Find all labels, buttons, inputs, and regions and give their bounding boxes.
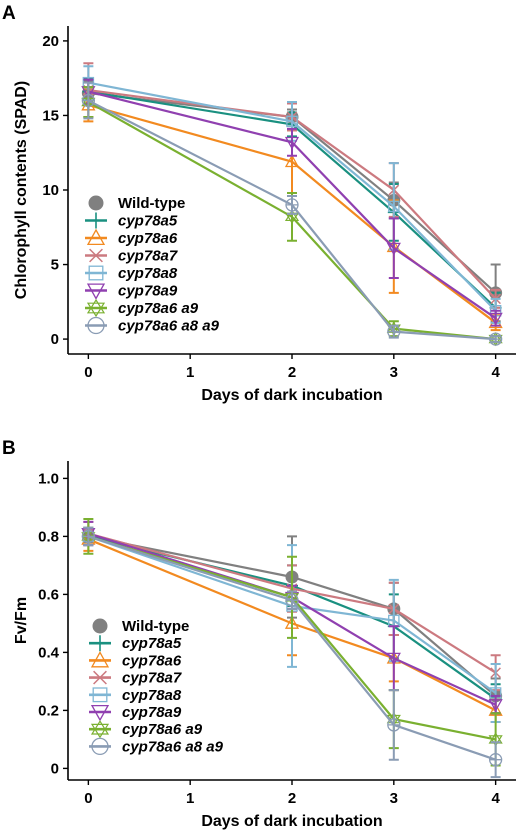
x-tick-label: 2 — [288, 364, 296, 381]
legend-swatch-marker — [88, 212, 104, 229]
legend-entry-label: cyp78a5 — [118, 213, 178, 230]
x-axis-label: Days of dark incubation — [201, 813, 382, 830]
legend-entry-label: cyp78a9 — [118, 283, 178, 300]
y-tick-label: 0 — [51, 760, 59, 777]
y-tick-label: 0.2 — [38, 702, 59, 719]
data-point — [387, 324, 401, 339]
series-line — [88, 535, 496, 741]
series-7 — [81, 526, 503, 779]
legend-entry-label: cyp78a6 — [118, 230, 178, 247]
data-point — [387, 718, 401, 732]
legend-entry-label: cyp78a7 — [122, 670, 182, 687]
data-point — [286, 115, 298, 128]
series-line — [88, 532, 497, 706]
series-line — [88, 81, 497, 312]
legend-swatch-marker — [90, 651, 110, 668]
legend-swatch-marker — [87, 316, 105, 335]
series-7 — [81, 81, 503, 346]
series-line — [88, 90, 497, 320]
legend-entry-label: cyp78a5 — [122, 635, 182, 652]
panel-letter-a: A — [2, 3, 16, 24]
chart-b: 0 0.2 0.4 0.6 0.8 1.0 0 1 2 3 4 Days of dark incuba… — [13, 461, 516, 830]
y-tick-label: 10 — [42, 182, 59, 199]
y-tick-label: 5 — [51, 257, 59, 274]
y-axis-label: Fv/Fm — [13, 597, 30, 644]
legend: Wild-typecyp78a5cyp78a6cyp78a7cyp78a8cyp… — [89, 618, 224, 755]
legend-swatch-marker — [92, 618, 108, 634]
legend-swatch-marker — [89, 248, 103, 263]
data-point — [386, 652, 401, 666]
legend-entry-label: cyp78a6 — [122, 652, 182, 669]
y-tick-label: 1.0 — [38, 470, 59, 487]
error-bar — [388, 217, 399, 279]
y-tick-label: 0 — [51, 331, 59, 348]
legend-entry-label: Wild-type — [122, 618, 189, 635]
data-point — [284, 136, 300, 150]
legend-entry-label: cyp78a6 a8 a9 — [118, 318, 220, 335]
y-tick-label: 0.4 — [38, 644, 60, 661]
legend-swatch-marker — [86, 283, 106, 300]
chart-a: 0 5 10 15 20 0 1 2 3 4 Days of dark incubation Chlo… — [13, 26, 516, 404]
legend-swatch-marker — [90, 704, 110, 722]
data-point — [285, 593, 299, 607]
legend-entry-label: cyp78a8 — [122, 687, 182, 704]
data-point — [81, 529, 96, 544]
legend-swatch-marker — [92, 687, 108, 703]
x-tick-label: 2 — [288, 790, 296, 807]
y-tick-label: 20 — [42, 33, 59, 50]
series-line — [88, 103, 497, 324]
legend-entry-label: cyp78a6 a9 — [118, 300, 199, 317]
y-tick-label: 0.6 — [38, 586, 59, 603]
series-line — [88, 532, 497, 674]
y-tick-label: 0.8 — [38, 528, 59, 545]
series-line — [88, 535, 497, 697]
legend-entry-label: cyp78a7 — [118, 248, 178, 265]
series-line — [88, 91, 497, 294]
series-5 — [81, 78, 503, 327]
legend-entry-label: Wild-type — [118, 195, 185, 212]
x-tick-label: 0 — [84, 364, 92, 381]
data-point — [386, 242, 401, 256]
legend-swatch-marker — [88, 265, 104, 281]
legend-swatch-marker — [86, 298, 106, 318]
legend-entry-label: cyp78a8 — [118, 265, 178, 282]
y-axis-label: Chlorophyll contents (SPAD) — [13, 81, 30, 299]
error-bar — [287, 127, 297, 157]
legend-swatch-marker — [93, 670, 107, 685]
x-tick-label: 3 — [390, 364, 398, 381]
legend-entry-label: cyp78a9 — [122, 704, 182, 721]
series-line — [88, 535, 496, 761]
data-point — [388, 200, 400, 213]
x-tick-label: 1 — [186, 790, 194, 807]
legend-swatch-marker — [88, 195, 104, 211]
data-point — [284, 154, 300, 168]
legend-swatch-marker — [90, 720, 110, 739]
x-tick-label: 4 — [491, 364, 500, 381]
series-line — [87, 99, 496, 341]
x-tick-label: 0 — [84, 790, 92, 807]
legend-swatch-marker — [86, 228, 106, 246]
data-point — [488, 753, 503, 767]
data-point — [285, 198, 299, 212]
series-line — [88, 535, 497, 694]
legend: Wild-typecyp78a5cyp78a6cyp78a7cyp78a8cyp… — [85, 195, 220, 335]
y-tick-label: 15 — [42, 107, 59, 124]
data-point — [488, 699, 503, 712]
panel-letter-b: B — [2, 438, 16, 459]
series-line — [88, 89, 497, 300]
x-tick-label: 1 — [186, 364, 194, 381]
legend-entry-label: cyp78a6 a9 — [122, 721, 203, 738]
legend-swatch-marker — [92, 635, 108, 652]
x-tick-label: 3 — [390, 790, 398, 807]
series-line — [87, 538, 497, 712]
series-line — [87, 101, 496, 341]
legend-swatch-marker — [91, 737, 109, 755]
x-axis-label: Days of dark incubation — [201, 387, 382, 404]
x-tick-label: 4 — [491, 790, 500, 807]
data-point — [81, 93, 96, 108]
legend-entry-label: cyp78a6 a8 a9 — [122, 738, 224, 755]
data-point — [488, 312, 503, 326]
data-point — [488, 332, 503, 346]
